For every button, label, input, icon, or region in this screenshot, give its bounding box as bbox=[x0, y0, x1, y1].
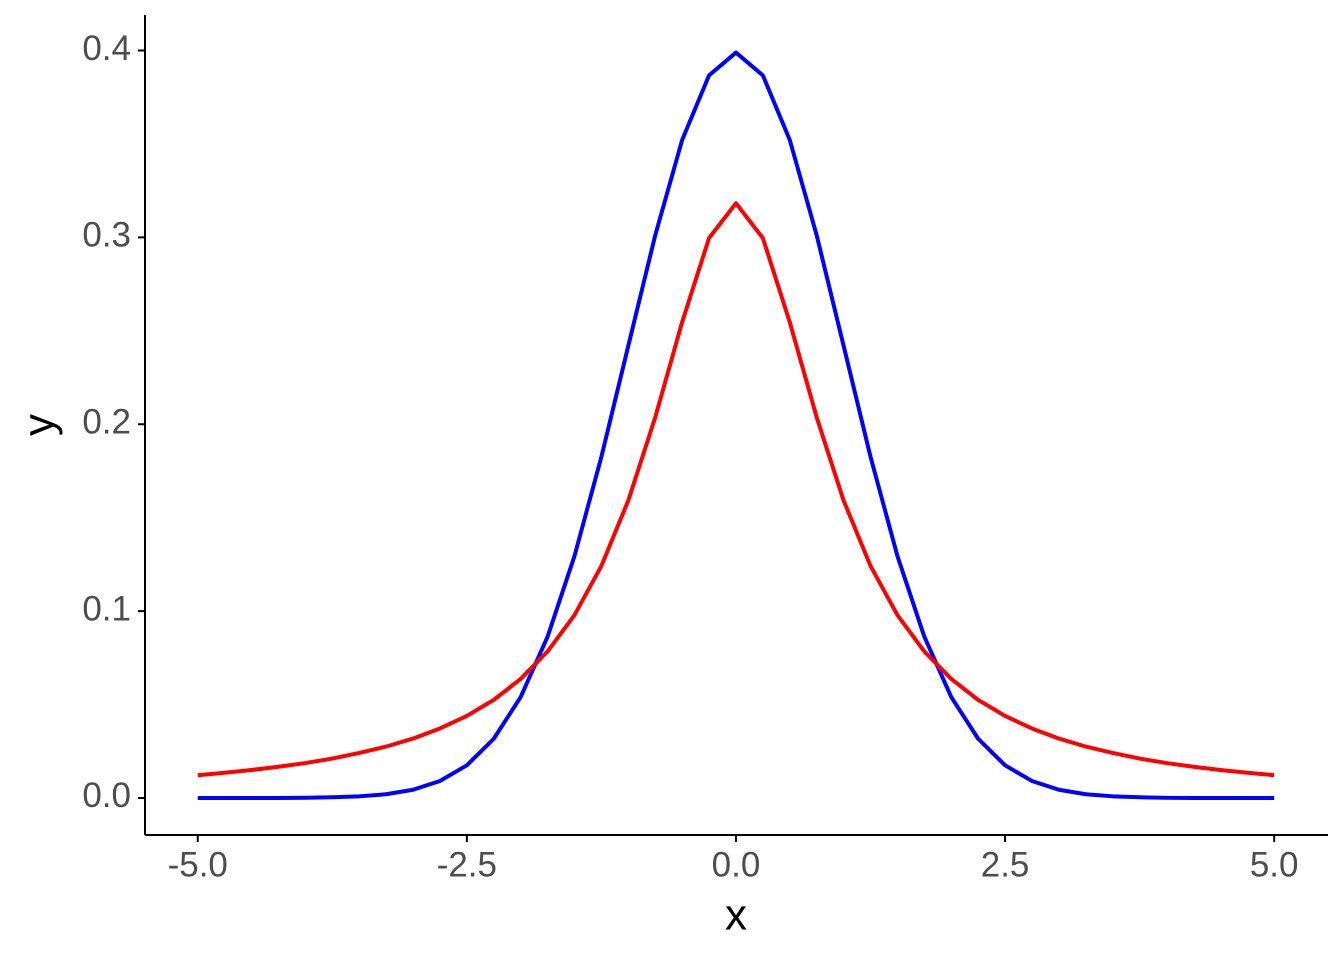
y-tick-label: 0.0 bbox=[82, 776, 131, 815]
y-tick-label: 0.1 bbox=[82, 589, 131, 628]
y-tick-label: 0.2 bbox=[82, 403, 131, 442]
x-tick-label: 2.5 bbox=[981, 845, 1030, 884]
y-tick-label: 0.4 bbox=[82, 29, 131, 68]
x-tick-label: 5.0 bbox=[1250, 845, 1299, 884]
line-series bbox=[197, 50, 1275, 800]
x-tick-label: -2.5 bbox=[437, 845, 497, 884]
x-axis-title: x bbox=[725, 891, 747, 940]
x-tick-label: 0.0 bbox=[712, 845, 761, 884]
y-axis-title: y bbox=[15, 414, 64, 436]
x-tick-label: -5.0 bbox=[168, 845, 228, 884]
y-tick-label: 0.3 bbox=[82, 216, 131, 255]
line-series bbox=[197, 201, 1275, 778]
